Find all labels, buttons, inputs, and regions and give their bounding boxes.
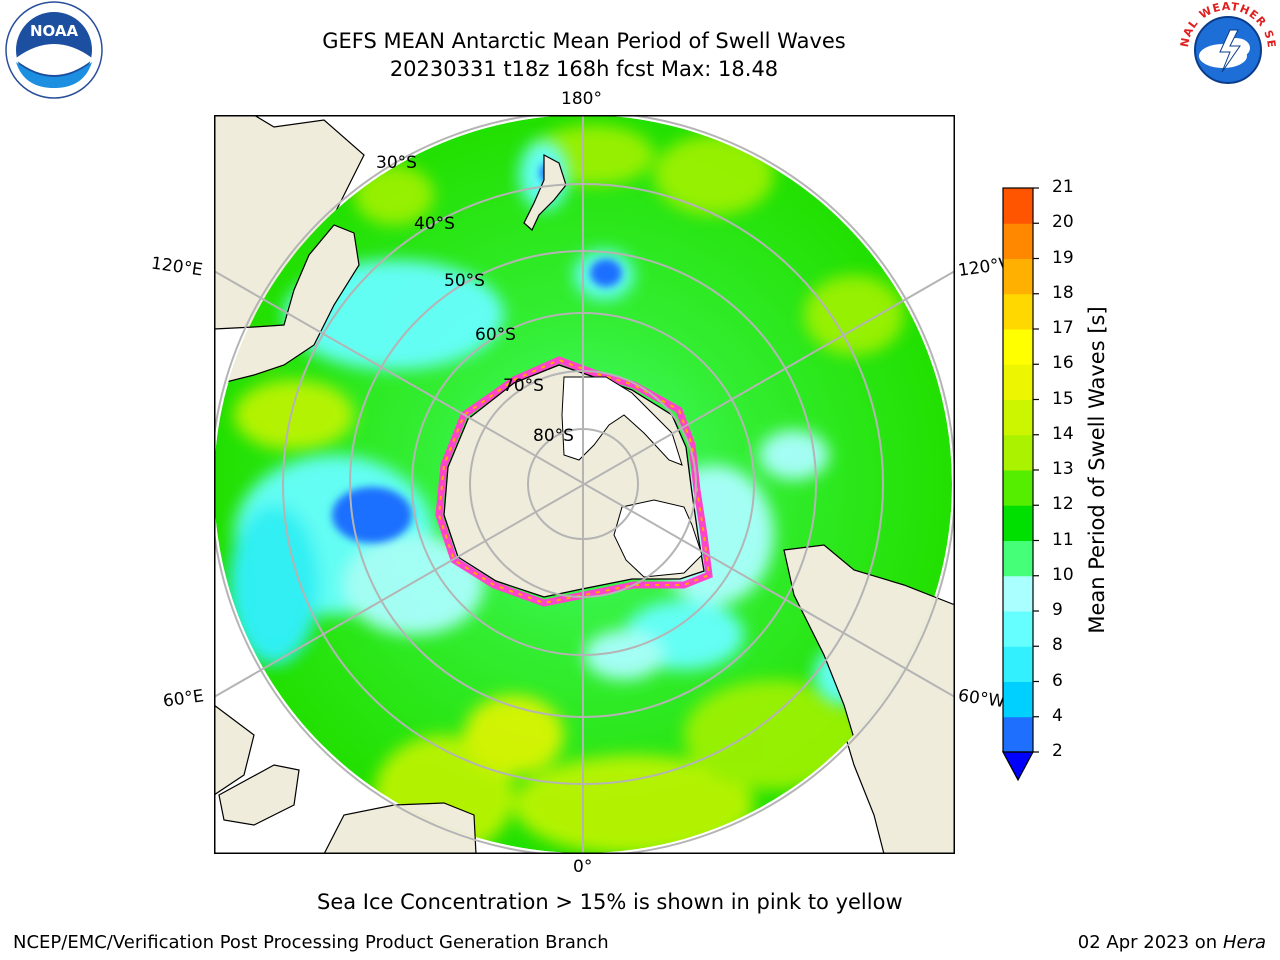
colorbar-extend-min	[1001, 751, 1035, 782]
lat-label-50s: 50°S	[444, 271, 485, 291]
colorbar-tick-label: 20	[1052, 212, 1074, 233]
new-zealand-land	[523, 154, 567, 231]
noaa-logo: NOAA	[5, 1, 103, 99]
colorbar-cell	[1003, 470, 1033, 506]
lon-label-120e: 120°E	[149, 253, 204, 281]
footer-date-text: 02 Apr 2023 on	[1077, 932, 1223, 953]
colorbar-tick-label: 18	[1052, 282, 1074, 303]
footer-credit: NCEP/EMC/Verification Post Processing Pr…	[13, 932, 609, 953]
lon-label-60e: 60°E	[161, 686, 206, 712]
colorbar-tick-label: 8	[1052, 635, 1063, 656]
colorbar-cell	[1003, 293, 1033, 330]
colorbar-tick-label: 21	[1052, 177, 1074, 197]
colorbar	[1001, 187, 1039, 782]
colorbar-cell	[1003, 434, 1033, 471]
colorbar-tick-label: 6	[1052, 670, 1063, 691]
lat-label-30s: 30°S	[376, 153, 417, 173]
colorbar-cell	[1003, 646, 1033, 682]
colorbar-tick-label: 14	[1052, 423, 1074, 444]
colorbar-cells	[1003, 188, 1033, 753]
map-frame	[214, 115, 955, 854]
chart-subtitle-run-info: 20230331 t18z 168h fcst Max: 18.48	[389, 57, 779, 81]
colorbar-cell	[1003, 364, 1033, 400]
lat-label-80s: 80°S	[533, 426, 574, 446]
colorbar-cell	[1003, 188, 1033, 224]
colorbar-cell	[1003, 258, 1033, 295]
colorbar-tick-label: 9	[1052, 600, 1063, 620]
noaa-logo-text: NOAA	[30, 22, 79, 40]
colorbar-label: Mean Period of Swell Waves [s]	[1085, 306, 1109, 634]
colorbar-tick-label: 19	[1052, 247, 1074, 268]
colorbar-cell	[1003, 505, 1033, 541]
colorbar-tick-label: 15	[1052, 388, 1074, 409]
lon-label-60w: 60°W	[956, 685, 1007, 713]
lon-label-0: 0°	[573, 857, 593, 877]
lat-label-60s: 60°S	[475, 325, 516, 345]
lon-label-180: 180°	[561, 89, 602, 109]
nws-logo: NATIONAL WEATHER SERVICE	[1178, 0, 1277, 98]
sea-ice-note: Sea Ice Concentration > 15% is shown in …	[317, 890, 903, 914]
footer-host: Hera	[1222, 932, 1266, 953]
colorbar-cell	[1003, 716, 1033, 753]
weddell-ice-shelf	[613, 499, 703, 578]
colorbar-tick-label: 16	[1052, 353, 1074, 374]
colorbar-tick-label: 17	[1052, 318, 1074, 338]
colorbar-cell	[1003, 540, 1033, 577]
colorbar-cell	[1003, 575, 1033, 612]
colorbar-cell	[1003, 329, 1033, 365]
colorbar-tick-label: 2	[1052, 741, 1063, 761]
colorbar-cell	[1003, 223, 1033, 259]
footer-date: 02 Apr 2023 on Hera	[1078, 932, 1266, 953]
colorbar-tick-label: 11	[1052, 529, 1074, 550]
colorbar-tick-label: 10	[1052, 564, 1074, 585]
colorbar-tick-label: 13	[1052, 459, 1074, 479]
lat-label-70s: 70°S	[503, 376, 544, 396]
colorbar-cell	[1003, 399, 1033, 436]
sea-ice-edge-outer	[435, 356, 713, 607]
colorbar-cell	[1003, 611, 1033, 647]
graticule	[214, 115, 955, 854]
polar-map	[214, 115, 955, 854]
colorbar-cell	[1003, 681, 1033, 718]
colorbar-tick-label: 12	[1052, 494, 1074, 515]
chart-title: GEFS MEAN Antarctic Mean Period of Swell…	[322, 29, 846, 53]
lat-label-40s: 40°S	[414, 214, 455, 234]
ross-ice-shelf	[561, 376, 683, 466]
colorbar-tick-label: 4	[1052, 705, 1063, 726]
